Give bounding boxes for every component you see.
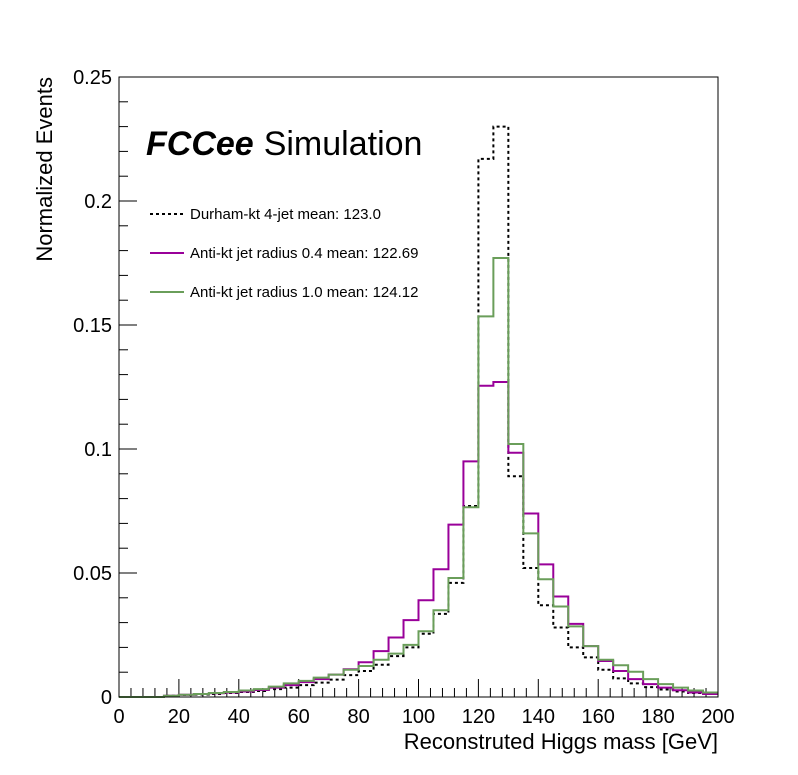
- x-tick-label: 160: [582, 706, 615, 728]
- brand-bold: FCCee: [146, 125, 254, 163]
- brand-subtitle: Simulation: [264, 125, 423, 163]
- legend-label-2: Anti-kt jet radius 0.4 mean: 122.69: [190, 245, 418, 262]
- y-tick-label: 0.05: [73, 563, 112, 585]
- x-tick-label: 120: [462, 706, 495, 728]
- x-tick-label: 140: [522, 706, 555, 728]
- plot-frame: [118, 76, 719, 698]
- x-tick-label: 100: [402, 706, 435, 728]
- series-line-3: [119, 257, 718, 698]
- series-layer: [119, 125, 718, 698]
- y-tick-label: 0.1: [84, 439, 112, 461]
- x-tick-label: 0: [113, 706, 124, 728]
- y-tick-label: 0.15: [73, 315, 112, 337]
- x-tick-label: 40: [228, 706, 250, 728]
- brand-label: FCCee Simulation: [146, 125, 422, 163]
- x-tick-label: 80: [347, 706, 369, 728]
- y-tick-label: 0.2: [84, 191, 112, 213]
- x-tick-label: 60: [288, 706, 310, 728]
- legend: Durham-kt 4-jet mean: 123.0 Anti-kt jet r…: [150, 206, 418, 301]
- x-tick-label: 20: [168, 706, 190, 728]
- x-tick-label: 200: [701, 706, 734, 728]
- x-tick-label: 180: [641, 706, 674, 728]
- y-axis-title: Normalized Events: [32, 77, 57, 262]
- y-tick-label: 0: [101, 687, 112, 709]
- x-axis-title: Reconstruted Higgs mass [GeV]: [404, 729, 718, 754]
- y-tick-label: 0.25: [73, 67, 112, 89]
- legend-label-1: Durham-kt 4-jet mean: 123.0: [190, 206, 381, 223]
- series-line-2: [119, 381, 718, 698]
- y-tick-labels: 0 0.05 0.1 0.15 0.2 0.25: [73, 67, 112, 709]
- x-tick-labels: 0 20 40 60 80 100 120 140 160 180 200: [113, 706, 734, 728]
- legend-label-3: Anti-kt jet radius 1.0 mean: 124.12: [190, 284, 418, 301]
